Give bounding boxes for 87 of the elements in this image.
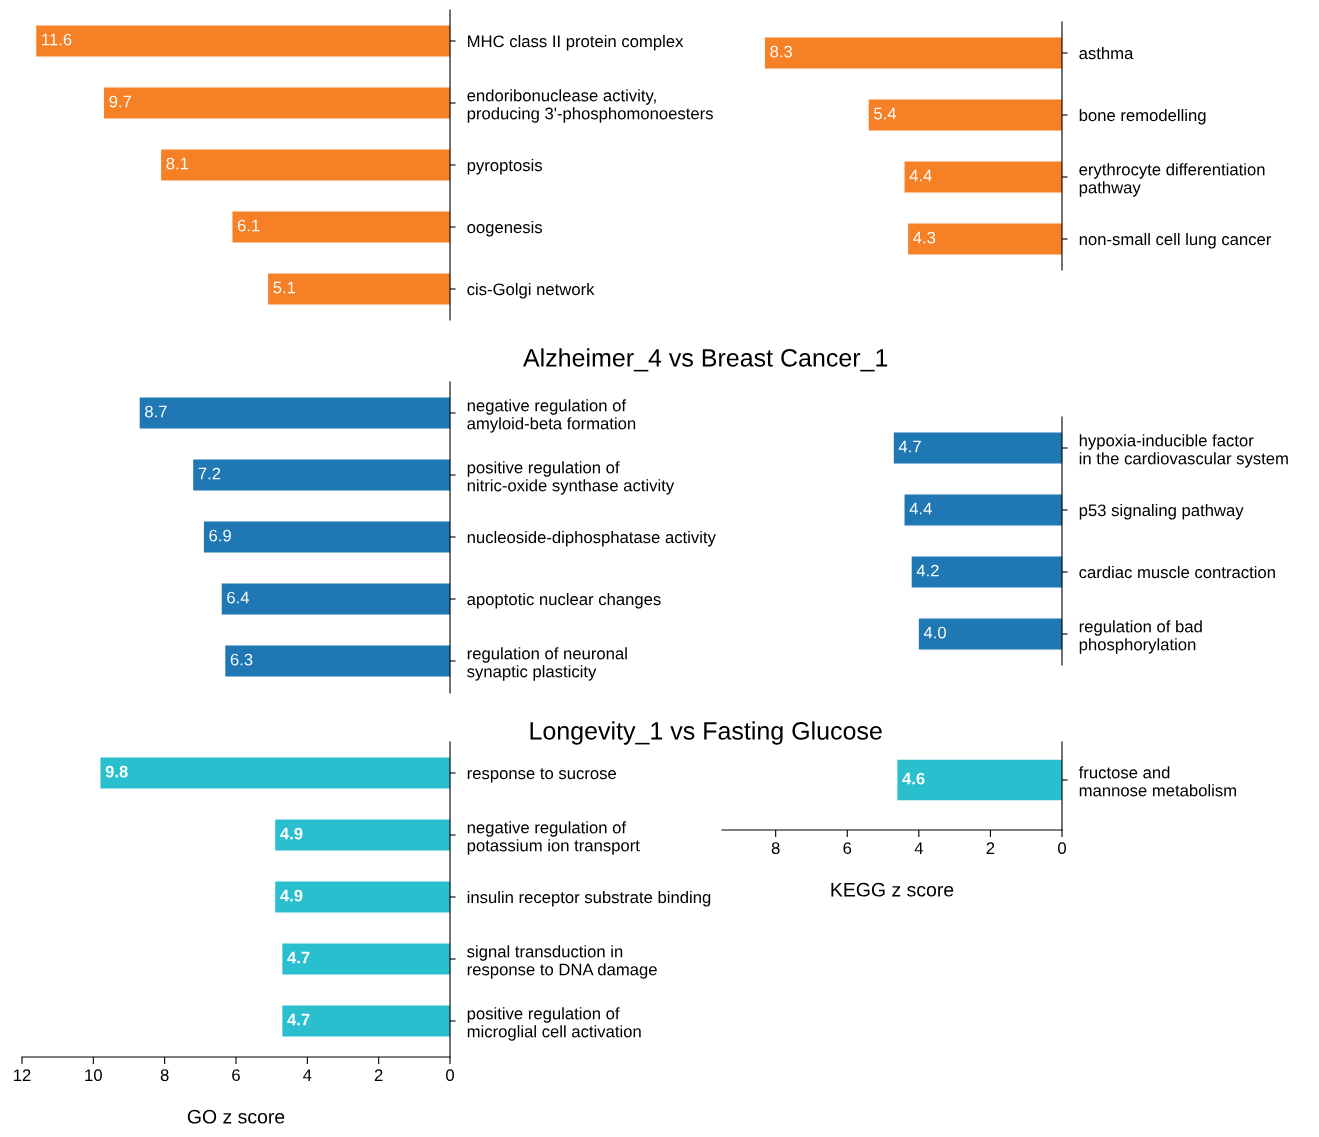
data-label: 4.0 <box>923 626 946 639</box>
data-label: 6.4 <box>227 591 250 604</box>
data-label: 6.1 <box>237 219 260 232</box>
bar <box>282 1005 450 1037</box>
data-label: 8.1 <box>166 157 189 170</box>
data-label: 6.3 <box>230 653 253 666</box>
y-tick-label: fructose and mannose metabolism <box>1078 766 1236 797</box>
y-tick-label: signal transduction in response to DNA damage <box>467 945 657 979</box>
y-tick-label: cis-Golgi network <box>467 282 595 299</box>
x-axis-title: GO z score <box>187 1109 285 1124</box>
bar <box>282 943 450 975</box>
bar <box>868 99 1062 131</box>
x-tick-label: 0 <box>446 1069 454 1082</box>
x-tick-label: 10 <box>85 1069 102 1082</box>
data-label: 4.3 <box>913 231 936 244</box>
data-label: 5.1 <box>273 281 296 294</box>
data-label: 4.9 <box>280 827 303 840</box>
x-tick-label: 4 <box>303 1069 312 1081</box>
data-label: 4.7 <box>287 1013 310 1026</box>
x-tick-label: 6 <box>843 842 852 855</box>
data-label: 8.3 <box>770 45 793 58</box>
x-tick-label: 8 <box>771 842 780 855</box>
y-tick-label: non-small cell lung cancer <box>1079 232 1272 249</box>
bar <box>268 273 450 305</box>
y-tick-label: bone remodelling <box>1079 108 1206 125</box>
text: Longevity_1 vs Fasting Glucose <box>530 721 882 745</box>
data-label: 4.6 <box>902 772 925 785</box>
bar <box>139 397 450 429</box>
bar <box>36 25 450 57</box>
data-label: 9.8 <box>105 765 128 778</box>
y-tick-label: negative regulation of potassium ion transport <box>467 821 640 855</box>
y-tick-label: erythrocyte differentiation pathway <box>1079 163 1265 197</box>
y-tick-label: positive regulation of microglial cell activation <box>467 1007 641 1041</box>
data-label: 8.7 <box>145 405 167 418</box>
data-label: 11.6 <box>42 33 72 46</box>
y-tick-label: insulin receptor substrate binding <box>467 890 711 907</box>
bar <box>104 87 450 119</box>
bar <box>904 161 1062 193</box>
data-label: 4.7 <box>287 951 310 964</box>
y-tick-label: pyroptosis <box>467 158 543 175</box>
bar <box>221 583 450 615</box>
y-tick-label: nucleoside-diphosphatase activity <box>467 530 716 547</box>
bar <box>193 459 450 491</box>
text: Alzheimer_4 vs Breast Cancer_1 <box>523 348 888 372</box>
y-tick-label: regulation of bad phosphorylation <box>1079 620 1202 654</box>
y-tick-label: regulation of neuronal synaptic plasticity <box>467 647 627 681</box>
data-label: 9.7 <box>109 95 131 108</box>
x-tick-label: 4 <box>914 842 923 854</box>
data-label: 4.9 <box>280 889 303 902</box>
y-tick-label: response to sucrose <box>467 768 617 783</box>
bar <box>161 149 450 181</box>
bar <box>275 881 450 913</box>
x-tick-label: 2 <box>374 1069 383 1081</box>
data-label: 7.2 <box>198 467 221 480</box>
x-tick-label: 6 <box>232 1069 240 1082</box>
x-axis-title: KEGG z score <box>831 882 954 897</box>
bar <box>275 819 450 851</box>
y-tick-label: apoptotic nuclear changes <box>467 592 661 609</box>
data-label: 4.4 <box>909 502 932 515</box>
data-label: 4.4 <box>909 169 932 182</box>
bar <box>225 645 450 677</box>
bar <box>918 618 1062 650</box>
bar <box>100 757 450 789</box>
y-tick-label: hypoxia-inducible factor in the cardiovascular system <box>1079 434 1288 468</box>
data-label: 4.7 <box>898 440 921 453</box>
x-tick-label: 12 <box>14 1069 31 1081</box>
bar <box>232 211 450 243</box>
x-tick-label: 8 <box>160 1069 169 1082</box>
bar <box>904 494 1062 526</box>
bar <box>203 521 450 553</box>
x-tick-label: 2 <box>986 842 995 854</box>
bar <box>764 37 1062 69</box>
data-label: 6.9 <box>209 529 231 542</box>
y-tick-label: endoribonuclease activity, producing 3'-phosphomonoesters <box>467 89 713 123</box>
y-tick-label: asthma <box>1079 46 1134 60</box>
bar <box>893 432 1062 464</box>
y-tick-label: MHC class II protein complex <box>468 34 684 51</box>
x-tick-label: 0 <box>1058 842 1066 855</box>
bar <box>908 223 1062 255</box>
y-tick-label: negative regulation of amyloid-beta formation <box>467 399 636 433</box>
y-tick-label: positive regulation of nitric-oxide synthase activity <box>467 461 675 495</box>
bar <box>911 556 1062 588</box>
data-label: 4.2 <box>916 564 939 577</box>
y-tick-label: cardiac muscle contraction <box>1079 565 1275 579</box>
y-tick-label: oogenesis <box>467 220 543 237</box>
data-label: 5.4 <box>874 107 897 120</box>
y-tick-label: p53 signaling pathway <box>1079 503 1244 520</box>
